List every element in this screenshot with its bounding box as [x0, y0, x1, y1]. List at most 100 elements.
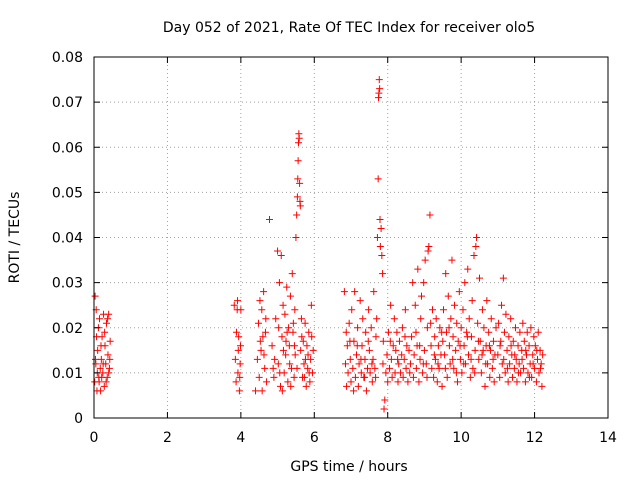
data-point [234, 297, 242, 305]
data-point [475, 355, 483, 363]
data-point [481, 382, 489, 390]
data-point [259, 333, 267, 341]
x-tick-label: 8 [383, 430, 392, 446]
data-point [406, 369, 414, 377]
data-point [299, 337, 307, 345]
data-point [449, 333, 457, 341]
data-point [357, 355, 365, 363]
data-point [449, 355, 457, 363]
data-point [344, 369, 352, 377]
data-point [236, 373, 244, 381]
data-point [476, 274, 483, 282]
data-point [98, 373, 106, 381]
data-point [275, 324, 283, 332]
data-point [288, 270, 296, 278]
data-point [237, 306, 245, 314]
data-point [535, 369, 543, 377]
data-point [464, 351, 472, 359]
data-point [442, 328, 450, 336]
data-point [298, 333, 306, 341]
data-point [501, 369, 509, 377]
data-point [529, 351, 537, 359]
data-point [474, 319, 482, 327]
x-tick-label: 14 [599, 430, 617, 446]
data-point [293, 211, 301, 219]
data-point [471, 346, 479, 354]
data-point [430, 373, 438, 381]
data-point [383, 351, 391, 359]
data-point [453, 319, 461, 327]
data-point [442, 270, 450, 278]
data-point [398, 351, 406, 359]
y-tick-label: 0.08 [52, 50, 83, 66]
data-point [376, 85, 384, 93]
data-point [303, 342, 311, 350]
data-point [483, 297, 491, 305]
data-point [401, 333, 409, 341]
data-point [357, 369, 365, 377]
data-point [258, 387, 266, 395]
data-point [283, 328, 291, 336]
data-point [277, 252, 285, 260]
data-point [301, 355, 309, 363]
data-point [350, 387, 358, 395]
data-point [304, 364, 312, 372]
data-point [306, 378, 314, 386]
data-point [470, 252, 478, 260]
data-point [460, 360, 468, 368]
data-point [459, 306, 467, 314]
data-point [464, 265, 472, 273]
data-point [296, 179, 304, 187]
data-point [500, 328, 508, 336]
data-point [461, 279, 469, 287]
data-point [490, 378, 498, 386]
data-point [524, 369, 532, 377]
data-point [465, 315, 473, 323]
data-point [516, 328, 524, 336]
data-point [428, 364, 436, 372]
data-point [510, 364, 518, 372]
data-point [290, 373, 298, 381]
data-point [384, 328, 392, 336]
data-point [96, 364, 104, 372]
data-point [452, 369, 460, 377]
data-point [394, 355, 402, 363]
data-point [302, 382, 310, 390]
data-point [478, 351, 486, 359]
data-point [463, 328, 471, 336]
data-point [343, 342, 351, 350]
data-point [234, 346, 242, 354]
data-point [97, 355, 105, 363]
data-point [406, 360, 414, 368]
data-point [441, 364, 449, 372]
data-point [236, 342, 244, 350]
data-point [261, 364, 269, 372]
data-point [443, 373, 451, 381]
data-point [294, 157, 302, 165]
x-tick-label: 2 [163, 430, 172, 446]
data-point [100, 382, 108, 390]
data-point [282, 337, 290, 345]
data-point [397, 369, 405, 377]
data-point [445, 342, 453, 350]
data-point [293, 193, 301, 201]
data-point [433, 378, 441, 386]
data-point [307, 301, 315, 309]
data-point [445, 324, 453, 332]
data-point [425, 243, 433, 251]
data-point [356, 297, 364, 305]
data-point [347, 378, 355, 386]
x-tick-label: 0 [90, 430, 99, 446]
data-point [380, 405, 388, 413]
data-point [379, 270, 387, 278]
data-point [521, 378, 529, 386]
data-point [487, 315, 495, 323]
data-point [485, 342, 493, 350]
data-point [261, 328, 269, 336]
data-point [255, 373, 263, 381]
data-point [91, 292, 99, 300]
y-tick-label: 0.03 [52, 276, 83, 292]
data-point [372, 373, 380, 381]
data-point [432, 315, 440, 323]
